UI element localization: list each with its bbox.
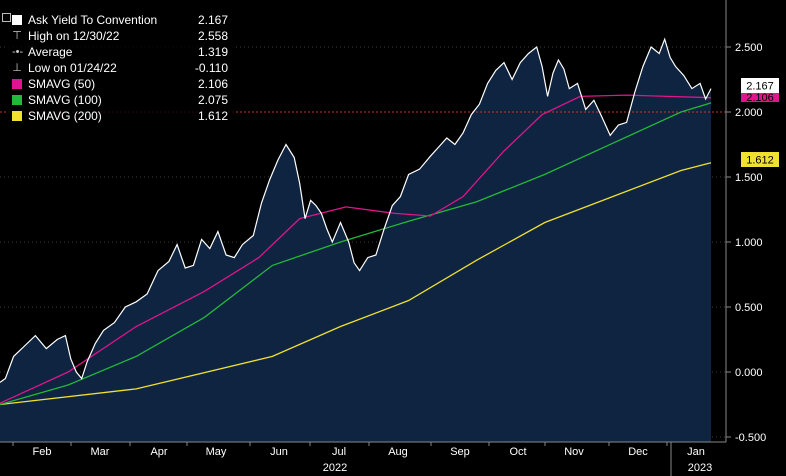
x-tick-label: Jan [687, 446, 705, 458]
y-tick-label: 1.000 [735, 237, 763, 249]
svg-text:2.167: 2.167 [746, 81, 774, 93]
legend-value: 1.612 [197, 109, 228, 123]
legend-label: High on 12/30/22 [28, 29, 120, 43]
svg-text:1.612: 1.612 [746, 155, 774, 167]
legend-value: 2.075 [197, 93, 228, 107]
sma50-line [0, 94, 712, 404]
low-marker-icon: ⊥ [12, 62, 22, 74]
legend-ask-yield: Ask Yield To Convention 2.167 [12, 12, 228, 28]
legend-value: 1.319 [197, 45, 228, 59]
legend-value: 2.167 [197, 13, 228, 27]
legend-low: ⊥ Low on 01/24/22 -0.110 [12, 60, 228, 76]
y-tick-label: 2.000 [735, 107, 763, 119]
x-tick-label: Oct [509, 446, 526, 458]
legend-label: SMAVG (50) [28, 77, 96, 91]
legend-sma100: SMAVG (100) 2.075 [12, 92, 228, 108]
legend-swatch-yellow [12, 111, 22, 121]
sma200-line [0, 162, 712, 406]
high-marker-icon: ⊤ [12, 30, 22, 42]
legend: Ask Yield To Convention 2.167 ⊤ High on … [8, 10, 234, 127]
legend-average: -•- Average 1.319 [12, 44, 228, 60]
legend-label: Ask Yield To Convention [28, 13, 158, 27]
x-tick-label: Feb [33, 446, 52, 458]
x-axis-ticks: Feb Mar Apr May Jun Jul Aug Sep Oct Nov Dec Jan [12, 442, 705, 458]
legend-label: Average [28, 45, 73, 59]
x-tick-label: May [206, 446, 227, 458]
yield-area-fill [0, 39, 711, 442]
x-tick-label: Dec [628, 446, 648, 458]
legend-label: Low on 01/24/22 [28, 61, 117, 75]
callout-last: 2.167 [741, 78, 779, 93]
y-tick-label: 0.000 [735, 367, 763, 379]
x-tick-label: Jul [332, 446, 346, 458]
y-tick-label: 0.500 [735, 302, 763, 314]
x-tick-label: Nov [564, 446, 584, 458]
legend-value: 2.106 [197, 77, 228, 91]
x-tick-label: Sep [450, 446, 470, 458]
year-label-2022: 2022 [323, 462, 347, 474]
year-label-2023: 2023 [688, 462, 712, 474]
y-axis-ticks: 2.500 2.000 1.500 1.000 0.500 0.000 -0.500 [726, 42, 766, 444]
callout-sma200: 1.612 [741, 152, 779, 167]
legend-collapse-icon[interactable] [2, 13, 11, 22]
sma100-line [0, 102, 712, 406]
callout-sma50: 2.106 [741, 92, 779, 104]
yield-line [0, 37, 712, 383]
y-tick-label: 2.500 [735, 42, 763, 54]
y-tick-label: 1.500 [735, 172, 763, 184]
y-tick-label: -0.500 [735, 432, 766, 444]
legend-label: SMAVG (200) [28, 109, 102, 123]
legend-high: ⊤ High on 12/30/22 2.558 [12, 28, 228, 44]
average-marker-icon: -•- [12, 46, 24, 58]
x-tick-label: Jun [270, 446, 288, 458]
legend-swatch-magenta [12, 79, 22, 89]
legend-sma50: SMAVG (50) 2.106 [12, 76, 228, 92]
x-tick-label: Apr [150, 446, 167, 458]
svg-text:2.106: 2.106 [746, 92, 774, 104]
legend-value: 2.558 [197, 29, 228, 43]
legend-swatch-white [12, 15, 22, 25]
x-tick-label: Aug [388, 446, 408, 458]
legend-sma200: SMAVG (200) 1.612 [12, 108, 228, 124]
legend-label: SMAVG (100) [28, 93, 102, 107]
legend-value: -0.110 [194, 61, 228, 75]
legend-swatch-green [12, 95, 22, 105]
x-tick-label: Mar [91, 446, 110, 458]
